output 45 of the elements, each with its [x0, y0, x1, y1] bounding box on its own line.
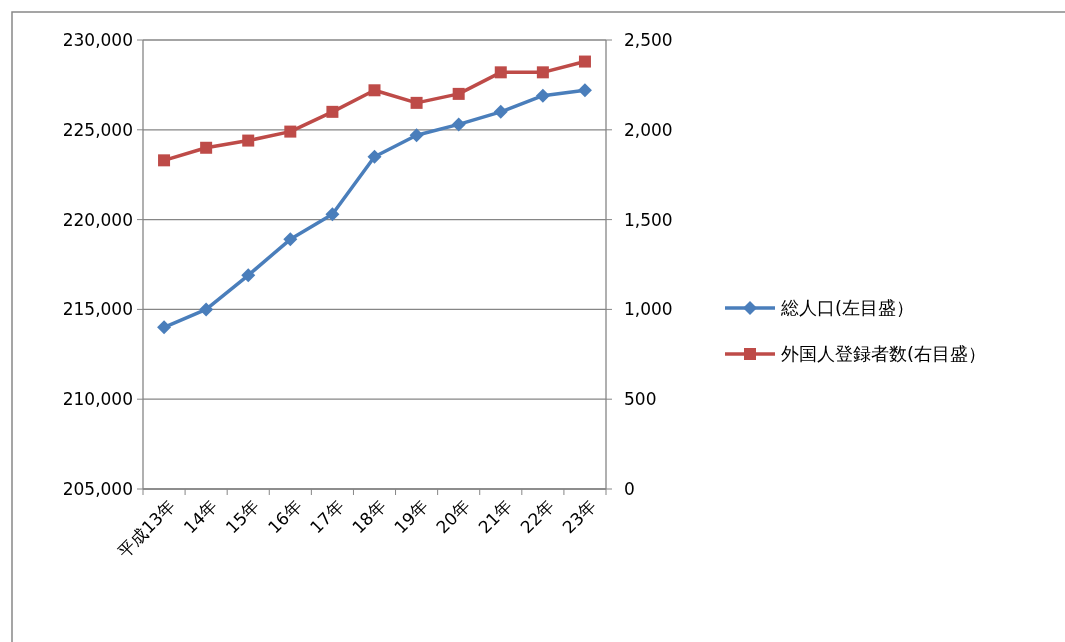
point [493, 104, 508, 119]
point [578, 55, 591, 68]
x-tick-label: 23年 [558, 495, 600, 538]
point [494, 66, 507, 79]
y2-tick-label: 2,500 [624, 29, 673, 50]
x-tick-label: 22年 [516, 495, 558, 538]
y-tick-label: 210,000 [62, 389, 133, 410]
point [326, 105, 339, 118]
y2-tick-label: 1,000 [624, 299, 673, 320]
y2-tick-label: 1,500 [624, 209, 673, 230]
point [367, 149, 382, 164]
y-tick-label: 230,000 [62, 29, 133, 50]
y2-tick-label: 2,000 [624, 119, 673, 140]
x-tick-label: 16年 [263, 495, 306, 538]
legend-label: 外国人登録者数(右目盛） [781, 343, 987, 365]
point [577, 83, 592, 98]
x-tick-label: 21年 [474, 495, 516, 538]
x-tick-label: 17年 [305, 495, 348, 538]
x-tick-label: 18年 [348, 495, 390, 538]
point [451, 117, 466, 132]
point [368, 84, 381, 97]
point [157, 320, 172, 335]
point [242, 134, 255, 147]
y-tick-label: 225,000 [62, 119, 133, 140]
y-tick-label: 215,000 [62, 299, 133, 320]
point [284, 125, 297, 138]
point [200, 141, 213, 154]
x-tick-label: 15年 [221, 495, 264, 538]
point [536, 66, 549, 79]
x-tick-label: 20年 [432, 495, 474, 538]
y2-tick-label: 0 [624, 478, 635, 499]
point [241, 268, 256, 283]
point [158, 154, 171, 167]
point [325, 207, 340, 222]
point [199, 302, 214, 317]
point [409, 128, 424, 143]
legend-label: 総人口(左目盛） [780, 297, 915, 319]
point [452, 87, 465, 100]
y2-tick-label: 500 [624, 389, 657, 410]
y-tick-label: 220,000 [62, 209, 133, 230]
x-tick-label: 19年 [390, 495, 432, 538]
point [410, 96, 423, 109]
x-tick-label: 14年 [179, 495, 222, 538]
point [283, 232, 298, 247]
point [535, 88, 550, 103]
